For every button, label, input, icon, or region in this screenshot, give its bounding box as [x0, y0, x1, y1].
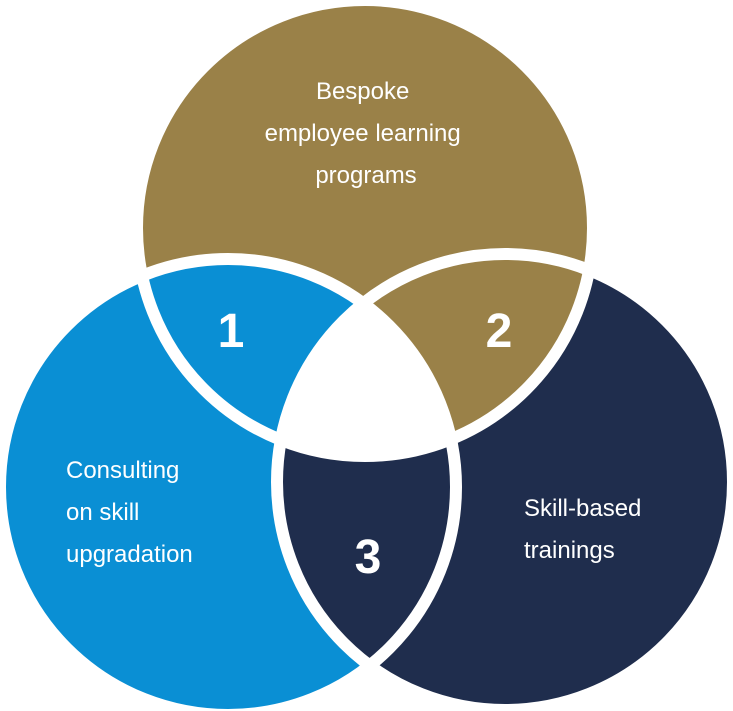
label-top-line-2: employee learning [265, 120, 461, 147]
label-left-line-2: on skill [66, 499, 139, 526]
label-top-line-3: programs [315, 162, 416, 189]
circle-left-outline [0, 253, 462, 711]
circle-right-outline [271, 248, 733, 711]
label-right: Skill-based trainings [524, 495, 648, 564]
circle-top-outline [131, 0, 599, 462]
label-left: Consulting on skill upgradation [66, 457, 193, 568]
region-number-2: 2 [486, 305, 513, 358]
region-number-1: 1 [218, 305, 245, 358]
label-right-line-2: trainings [524, 537, 615, 564]
region-1-fill [137, 259, 456, 456]
center-region-fill [277, 259, 456, 456]
label-right-line-1: Skill-based [524, 495, 641, 522]
region-number-3: 3 [355, 531, 382, 584]
label-top: Bespoke employee learning programs [265, 78, 468, 189]
label-left-line-1: Consulting [66, 457, 179, 484]
label-top-line-1: Bespoke [316, 78, 409, 105]
label-left-line-3: upgradation [66, 541, 193, 568]
